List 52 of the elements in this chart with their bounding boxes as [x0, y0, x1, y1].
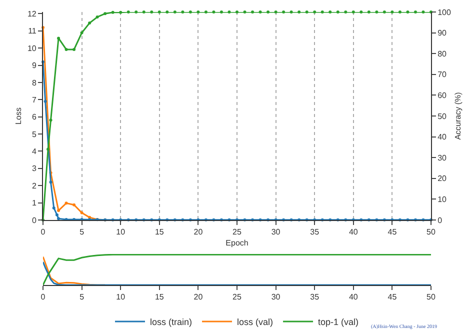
y2-tick-label: 100 — [438, 8, 452, 17]
y2-tick-label: 10 — [438, 195, 448, 204]
x-tick-label: 15 — [154, 228, 164, 237]
x-tick-label: 0 — [40, 292, 46, 302]
y-tick-label: 0 — [32, 216, 37, 225]
y-axis-title: Loss — [14, 108, 24, 124]
y2-tick-label: 0 — [438, 216, 443, 225]
x-tick-label: 35 — [310, 228, 320, 237]
y2-tick-label: 20 — [438, 174, 448, 184]
x-tick-label: 10 — [116, 228, 126, 237]
x-tick-label: 50 — [426, 228, 436, 237]
x-tick-label: 45 — [388, 292, 398, 302]
legend-label: top-1 (val) — [318, 317, 359, 328]
y-tick-label: 7 — [32, 95, 37, 104]
y-tick-label: 2 — [32, 181, 37, 190]
y2-tick-label: 90 — [438, 28, 448, 38]
y2-tick-label: 80 — [438, 49, 448, 58]
y-tick-label: 8 — [32, 78, 37, 88]
y2-tick-label: 30 — [438, 153, 448, 162]
x-tick-label: 30 — [271, 292, 281, 302]
y-tick-label: 12 — [27, 10, 37, 19]
y-tick-label: 4 — [32, 147, 37, 156]
x-tick-label: 25 — [232, 292, 242, 302]
x-tick-label: 5 — [80, 292, 85, 302]
y-tick-label: 9 — [32, 61, 37, 70]
x-tick-label: 25 — [232, 228, 242, 237]
x-tick-label: 45 — [388, 228, 398, 237]
y-tick-label: 3 — [32, 164, 37, 174]
y2-tick-label: 50 — [438, 112, 448, 121]
x-tick-label: 10 — [116, 292, 126, 302]
x-tick-label: 20 — [194, 292, 204, 302]
x-tick-label: 35 — [310, 292, 320, 302]
x-tick-label: 40 — [348, 228, 358, 237]
x-tick-label: 0 — [40, 228, 46, 237]
y-tick-label: 11 — [28, 26, 37, 36]
x-tick-label: 30 — [271, 228, 281, 237]
x-axis-title: Epoch — [226, 238, 248, 248]
x-tick-label: 5 — [80, 228, 85, 237]
y2-tick-label: 40 — [438, 132, 448, 142]
legend-label: loss (train) — [150, 317, 192, 328]
y2-tick-label: 60 — [438, 91, 448, 100]
legend-label: loss (val) — [237, 317, 274, 328]
y2-tick-label: 70 — [438, 70, 448, 80]
y2-axis-title: Accuracy (%) — [454, 92, 463, 140]
x-tick-label: 50 — [426, 292, 436, 302]
y-tick-label: 6 — [32, 112, 37, 122]
x-tick-label: 15 — [154, 292, 164, 302]
y-tick-label: 5 — [32, 130, 37, 139]
y-tick-label: 1 — [32, 198, 37, 208]
y-tick-label: 10 — [27, 44, 37, 53]
x-tick-label: 20 — [194, 228, 204, 237]
x-tick-label: 40 — [348, 292, 358, 302]
